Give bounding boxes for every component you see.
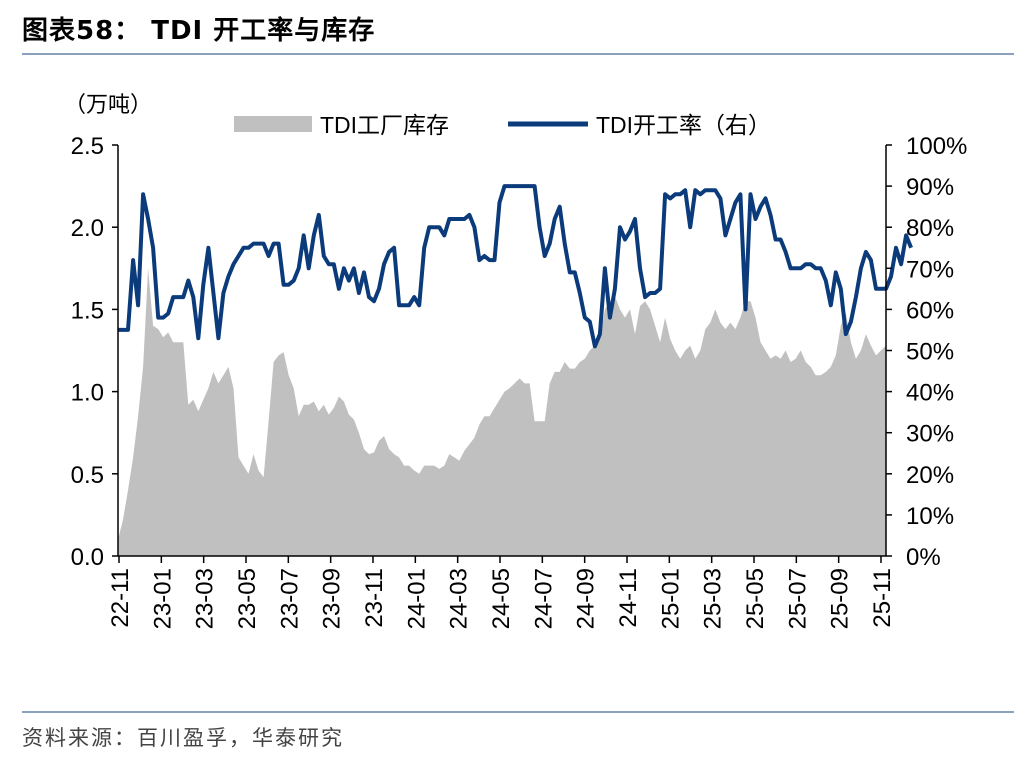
right-tick-label: 60%	[906, 297, 954, 324]
x-tick-label: 23-03	[192, 568, 219, 629]
right-tick-label: 80%	[906, 215, 954, 242]
x-tick-label: 23-05	[234, 568, 261, 629]
left-tick-label: 2.5	[71, 133, 104, 160]
rate-line	[118, 184, 913, 349]
left-tick-label: 2.0	[71, 215, 104, 242]
x-tick-label: 25-09	[827, 568, 854, 629]
footer-divider	[22, 711, 1014, 713]
right-tick-label: 40%	[906, 380, 954, 407]
right-tick-label: 90%	[906, 174, 954, 201]
right-tick-label: 10%	[906, 503, 954, 530]
left-tick-label: 0.0	[71, 544, 104, 571]
x-tick-label: 25-11	[869, 568, 896, 628]
legend-label-rate: TDI开工率（右）	[596, 112, 771, 138]
x-tick-label: 24-01	[403, 568, 430, 629]
left-axis-unit: （万吨）	[64, 92, 152, 117]
inventory-area	[118, 268, 886, 556]
x-tick-label: 25-01	[657, 568, 684, 629]
x-tick-label: 25-05	[742, 568, 769, 629]
x-tick-label: 24-07	[530, 568, 557, 629]
x-tick-label: 23-01	[149, 568, 176, 629]
right-tick-label: 20%	[906, 462, 954, 489]
source-note: 资料来源：百川盈孚，华泰研究	[22, 726, 344, 750]
page-title: 图表58： TDI 开工率与库存	[22, 16, 376, 46]
x-tick-label: 24-03	[446, 568, 473, 629]
x-tick-label: 22-11	[107, 568, 134, 628]
legend-swatch-inventory	[234, 116, 312, 132]
x-tick-label: 24-11	[615, 568, 642, 628]
left-tick-label: 1.0	[71, 380, 104, 407]
left-tick-label: 1.5	[71, 297, 104, 324]
x-tick-label: 23-09	[319, 568, 346, 629]
right-tick-label: 100%	[906, 133, 967, 160]
title-divider	[22, 53, 1014, 55]
right-tick-label: 0%	[906, 544, 941, 571]
x-tick-label: 25-07	[784, 568, 811, 629]
x-tick-label: 25-03	[700, 568, 727, 629]
right-tick-label: 50%	[906, 339, 954, 366]
x-tick-label: 24-05	[488, 568, 515, 629]
left-tick-label: 0.5	[71, 462, 104, 489]
x-tick-label: 23-11	[361, 568, 388, 628]
right-tick-label: 70%	[906, 256, 954, 283]
x-tick-label: 23-07	[276, 568, 303, 629]
legend-label-inventory: TDI工厂库存	[320, 112, 449, 138]
x-tick-label: 24-09	[573, 568, 600, 629]
right-tick-label: 30%	[906, 421, 954, 448]
